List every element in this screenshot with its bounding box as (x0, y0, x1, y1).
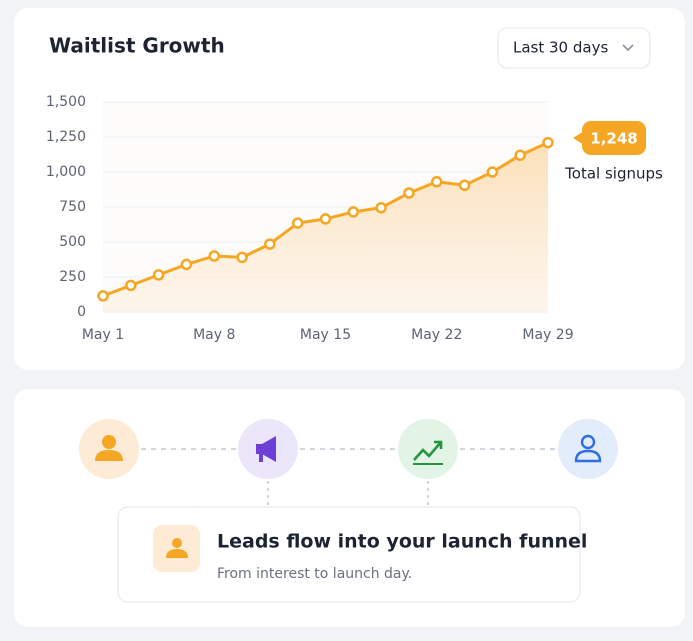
point (97, 290, 109, 302)
point (542, 136, 554, 149)
y-tick-label: 1,000 (46, 164, 86, 180)
step-launch (558, 419, 618, 479)
point (236, 251, 248, 264)
funnel-connectors (141, 448, 556, 506)
info-icon-box (153, 525, 200, 572)
point (458, 179, 471, 192)
point (431, 176, 443, 188)
point (347, 206, 360, 218)
point (486, 166, 499, 178)
y-tick-label: 0 (77, 304, 86, 320)
y-tick-label: 750 (59, 199, 86, 215)
point (152, 269, 165, 281)
icon (256, 436, 276, 462)
y-tick-label: 250 (59, 269, 86, 285)
icon (166, 549, 188, 558)
y-tick-label: 500 (59, 234, 86, 250)
callout: 1,248 Total signups (564, 121, 663, 183)
x-tick-label: May 15 (300, 327, 351, 343)
point (403, 187, 415, 199)
x-tick-label: May 29 (522, 327, 573, 343)
y-tick-label: 1,500 (46, 94, 86, 110)
x-tick-label: May 8 (193, 327, 235, 343)
funnel-title: Leads flow into your launch funnel (217, 531, 587, 553)
step-marketing (238, 419, 298, 479)
point (291, 217, 304, 229)
funnel-subtitle: From interest to launch day. (217, 566, 412, 582)
point (180, 258, 193, 271)
y-tick-label: 1,250 (46, 129, 86, 145)
icon (580, 434, 596, 450)
point (125, 279, 137, 292)
point (514, 149, 526, 161)
x-tick-label: May 1 (82, 327, 124, 343)
icon (413, 440, 443, 461)
chart-title: Waitlist Growth (49, 34, 225, 58)
step-leads (79, 419, 139, 479)
callout-box (582, 121, 646, 155)
x-tick-label: May 22 (411, 327, 462, 343)
icon (259, 454, 263, 462)
point (208, 250, 220, 262)
dropdown-chevron (622, 44, 634, 52)
step-growth (398, 419, 458, 479)
point (319, 213, 332, 225)
callout-pointer (573, 131, 584, 145)
icon (102, 435, 116, 449)
point (264, 238, 276, 250)
plot: 0 250 500 750 1,000 1,250 1,500 May 1 May 8 May 1… (46, 94, 574, 343)
callout-value: 1,248 (590, 130, 637, 148)
callout-text: Total signups (564, 165, 663, 183)
icon (95, 450, 123, 461)
icon (574, 449, 602, 463)
dropdown-box[interactable] (497, 27, 651, 69)
funnel-info-box (117, 506, 581, 603)
dropdown-label[interactable]: Last 30 days (513, 39, 608, 57)
point (375, 201, 387, 214)
dropdown[interactable]: Last 30 days (497, 27, 651, 69)
icon (172, 538, 182, 548)
step-circle (398, 419, 458, 479)
